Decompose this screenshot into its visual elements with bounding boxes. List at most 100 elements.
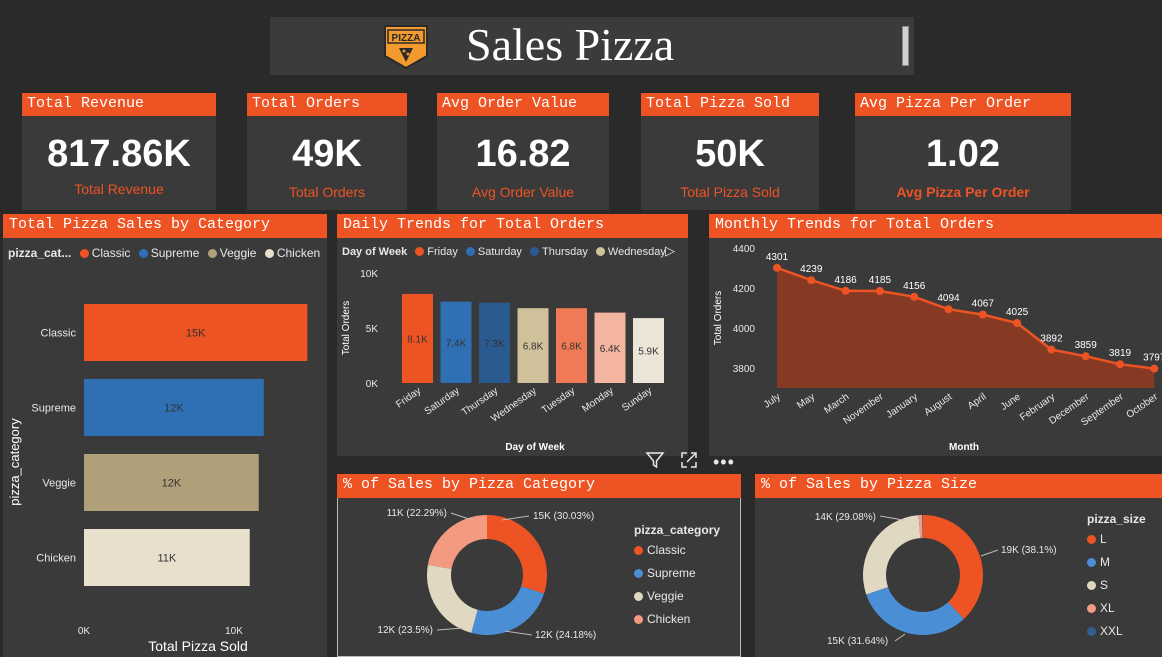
monthly-area-chart: 4301July4239May4186March4185November4156… — [713, 244, 1162, 453]
data-point — [773, 263, 781, 272]
more-options-icon[interactable]: ••• — [713, 452, 735, 472]
leader-line — [450, 512, 473, 521]
kpi-value: 50K — [695, 133, 765, 175]
focus-mode-icon[interactable] — [679, 450, 699, 475]
bar-data-label: 6.4K — [600, 344, 621, 355]
data-point — [1047, 345, 1056, 354]
legend-item: M — [1087, 555, 1146, 578]
legend-dot — [415, 247, 425, 256]
x-tick-label: Monday — [580, 385, 615, 414]
x-axis-title: Month — [949, 442, 979, 453]
legend-item: Chicken — [276, 246, 321, 260]
kpi-label: Total Revenue — [74, 181, 164, 197]
slice-data-label: 12K (24.18%) — [535, 630, 596, 641]
x-tick-label: Friday — [394, 385, 423, 410]
bar-data-label: 8.1K — [407, 334, 428, 345]
bar-supreme — [84, 379, 264, 436]
bar-wednesday — [517, 308, 549, 383]
data-label: 4186 — [834, 275, 857, 286]
daily-chart-panel — [337, 214, 688, 456]
scroll-handle[interactable] — [902, 26, 909, 66]
slice-data-label: 15K (30.03%) — [533, 511, 594, 522]
legend-item: Supreme — [150, 246, 200, 260]
y-axis-title: pizza_category — [7, 418, 22, 506]
x-tick-label: Sunday — [620, 385, 654, 413]
header-bar — [270, 17, 914, 75]
bar-data-label: 6.8K — [561, 342, 582, 353]
legend-item: Wednesday — [607, 246, 666, 258]
y-tick-label: 4200 — [733, 284, 756, 295]
category-legend: pizza_cat... Classic Supreme Veggie Chic… — [8, 246, 320, 260]
category-chart-title: Total Pizza Sales by Category — [3, 214, 327, 238]
bar-data-label: 7.3K — [484, 339, 505, 350]
data-point — [944, 305, 953, 314]
kpi-value: 1.02 — [926, 133, 1000, 175]
bar-tuesday — [556, 308, 587, 383]
slice-chicken — [427, 515, 487, 569]
bar-sunday — [633, 318, 664, 383]
legend-dot — [79, 249, 89, 258]
leader-line — [879, 515, 904, 521]
legend-dot — [530, 247, 539, 256]
legend-dot — [465, 247, 475, 256]
page-title: Sales Pizza — [466, 19, 675, 70]
bar-thursday — [479, 302, 510, 383]
series-line — [776, 266, 1155, 370]
legend-dot — [1087, 627, 1096, 636]
bar-chicken — [84, 529, 250, 586]
filter-icon[interactable] — [645, 450, 665, 475]
donut-size-title: % of Sales by Pizza Size — [755, 474, 1162, 498]
data-label: 4239 — [800, 264, 823, 275]
y-tick-label: 4400 — [733, 244, 756, 255]
x-tick-label: January — [884, 391, 919, 420]
data-label: 4067 — [972, 299, 995, 310]
data-label: 3859 — [1075, 340, 1098, 351]
slice-data-label: 19K (38.1%) — [1001, 545, 1057, 556]
x-tick-label: June — [999, 391, 1023, 413]
kpi-total-revenue: Total Revenue 817.86K Total Revenue — [22, 93, 216, 210]
daily-chart-title: Daily Trends for Total Orders — [337, 214, 688, 238]
legend-next-icon[interactable]: ▷ — [665, 243, 675, 258]
legend-dot — [1087, 535, 1096, 544]
daily-bar-chart: 10K 5K 0K Total Orders 8.1K Friday 7.4K Saturda… — [341, 269, 664, 453]
legend-dot — [264, 249, 274, 258]
bar-data-label: 12K — [164, 403, 184, 415]
bar-friday — [402, 293, 433, 383]
leader-line — [980, 549, 999, 557]
legend-dot — [1087, 604, 1096, 613]
y-axis-title: Total Orders — [341, 301, 352, 355]
kpi-avg-pizza-per-order: Avg Pizza Per Order 1.02 Avg Pizza Per O… — [855, 93, 1071, 210]
slice-veggie — [427, 564, 478, 633]
bar-data-label: 11K — [157, 553, 176, 565]
data-point — [1081, 352, 1090, 361]
category-tick-label: Supreme — [31, 403, 76, 415]
kpi-label: Total Pizza Sold — [680, 184, 780, 200]
legend-item: Thursday — [542, 246, 588, 258]
slice-data-label: 11K (22.29%) — [387, 508, 447, 519]
legend-dot — [634, 546, 643, 555]
slice-data-label: 14K (29.08%) — [815, 512, 876, 523]
slice-data-label: 15K (31.64%) — [827, 636, 888, 647]
x-axis-title: Day of Week — [505, 442, 565, 453]
legend-dot — [138, 249, 148, 258]
data-label: 4025 — [1006, 307, 1029, 318]
kpi-value: 16.82 — [475, 133, 571, 175]
svg-text:PIZZA: PIZZA — [392, 33, 421, 44]
data-point — [875, 287, 884, 295]
kpi-title: Total Pizza Sold — [641, 93, 819, 116]
bar-saturday — [440, 301, 472, 383]
data-label: 3797 — [1143, 353, 1162, 364]
kpi-title: Avg Order Value — [437, 93, 609, 116]
data-point — [1150, 364, 1159, 373]
x-tick-label: October — [1125, 391, 1161, 421]
kpi-total-orders: Total Orders 49K Total Orders — [247, 93, 407, 210]
category-tick-label: Chicken — [36, 553, 76, 565]
legend-item-label: S — [1100, 578, 1109, 592]
legend-item: Friday — [427, 246, 458, 258]
legend-item: Supreme — [634, 566, 720, 589]
bar-monday — [594, 312, 626, 383]
legend-dot — [595, 247, 605, 256]
legend-dot — [207, 249, 217, 258]
slice-xl — [918, 515, 923, 539]
legend-item-label: Veggie — [647, 589, 684, 603]
